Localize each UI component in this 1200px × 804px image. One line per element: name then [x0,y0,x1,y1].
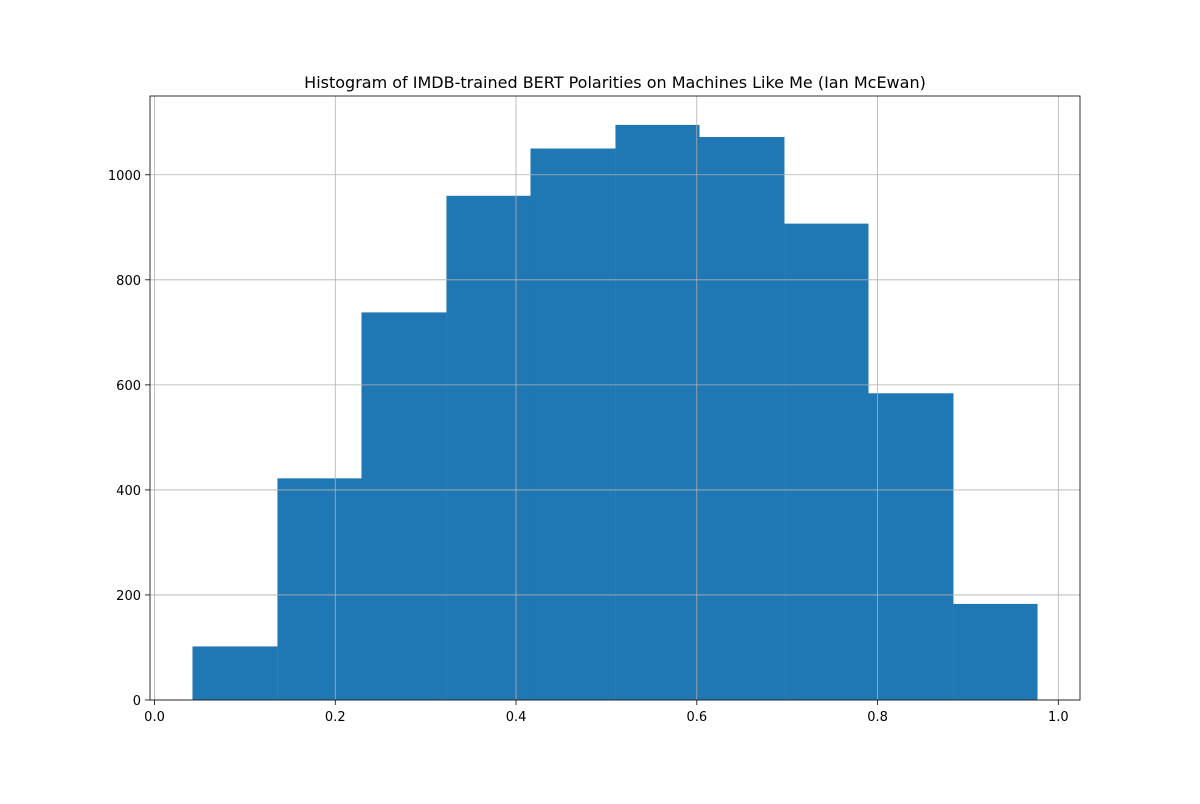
histogram-bar [784,223,869,701]
histogram-bar [699,136,785,701]
x-tick-label: 0.6 [686,710,707,725]
x-tick-label: 0.8 [867,710,888,725]
histogram-bar [953,603,1038,700]
histogram-bar [361,312,447,700]
y-tick-label: 800 [116,274,141,289]
y-tick-label: 1000 [108,169,141,184]
histogram-bar [446,195,531,700]
histogram-bar [192,646,278,700]
y-tick-label: 400 [116,484,141,499]
x-tick-label: 1.0 [1048,710,1069,725]
x-tick-label: 0.2 [325,710,346,725]
y-axis-ticks: 0 200 400 600 800 1000 [108,169,150,709]
y-tick-label: 200 [116,589,141,604]
x-axis-ticks: 0.0 0.2 0.4 0.6 0.8 1.0 [144,700,1069,725]
histogram-bar [277,478,362,700]
y-tick-label: 0 [133,694,141,709]
chart-title: Histogram of IMDB-trained BERT Polaritie… [304,73,926,92]
plot-frame [149,95,1081,701]
histogram-bar [530,148,616,701]
axes [149,95,1081,701]
histogram-bars [192,124,1038,701]
y-tick-label: 600 [116,379,141,394]
histogram-bar [868,393,954,700]
histogram-bar [615,124,700,700]
x-tick-label: 0.0 [144,710,165,725]
x-tick-label: 0.4 [506,710,527,725]
